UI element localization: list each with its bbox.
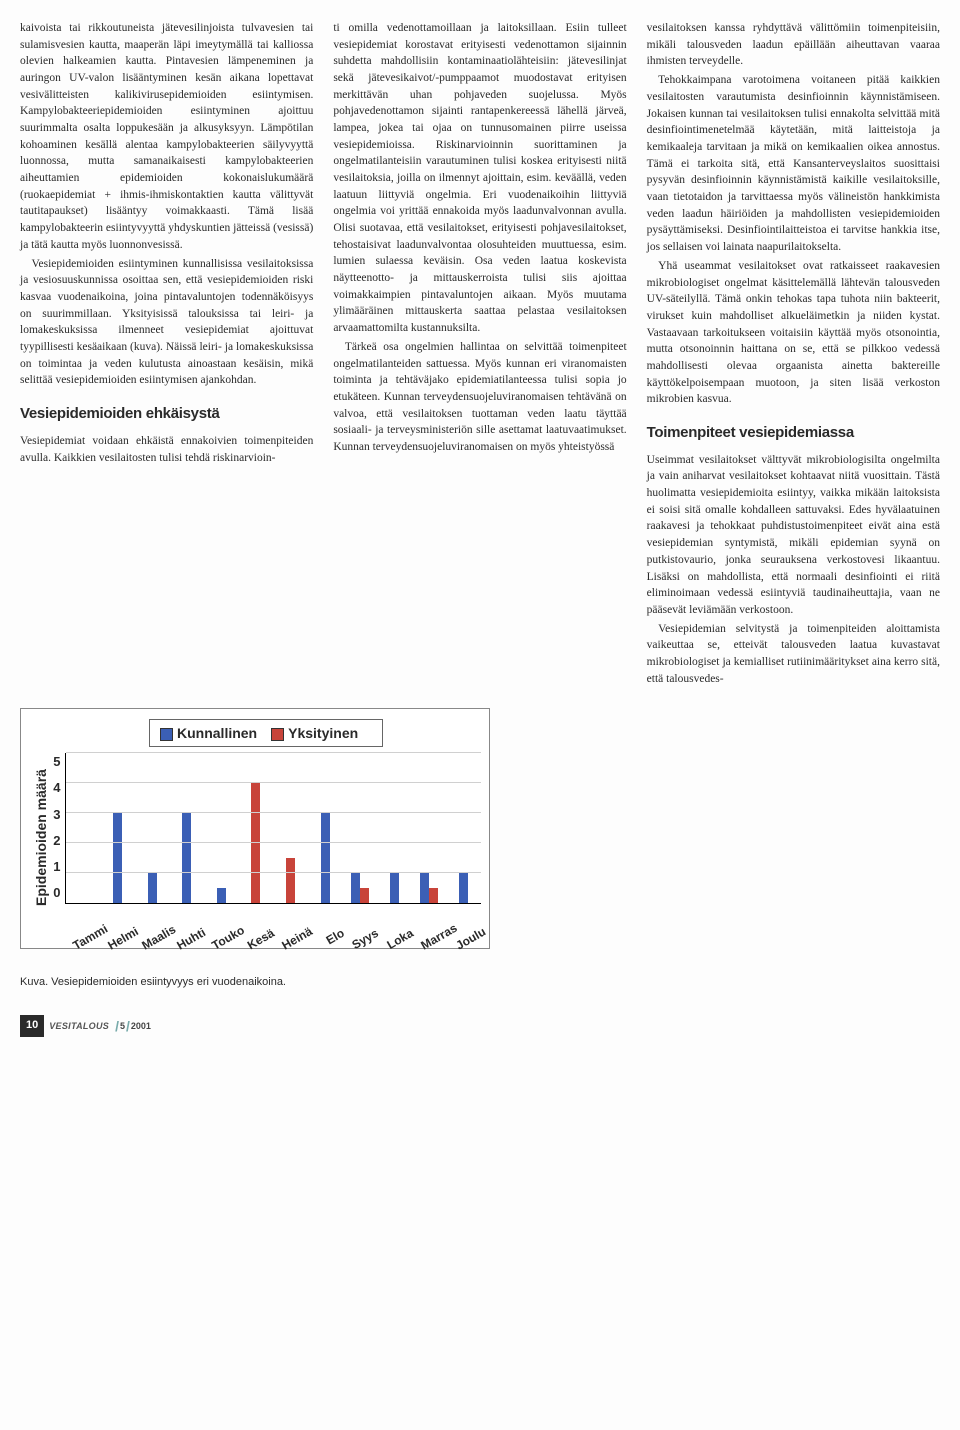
x-tick-label: Loka: [383, 925, 417, 955]
bar-group: [207, 888, 236, 903]
grid-line: [66, 782, 481, 783]
x-tick-label: Heinä: [279, 925, 313, 955]
para: Useimmat vesilaitokset välttyvät mikrobi…: [647, 452, 940, 619]
y-tick: 1: [53, 858, 60, 877]
para: Vesiepidemian selvitystä ja toimenpiteid…: [647, 621, 940, 688]
x-tick-label: Huhti: [174, 925, 208, 955]
grid-line: [66, 872, 481, 873]
column-3: vesilaitoksen kanssa ryhdyttävä välittöm…: [647, 20, 940, 690]
bar-kunnallinen: [182, 813, 191, 903]
x-tick-label: Tammi: [70, 925, 104, 955]
grid-line: [66, 752, 481, 753]
bar-kunnallinen: [459, 873, 468, 903]
text-columns: kaivoista tai rikkoutuneista jätevesilin…: [20, 20, 940, 690]
bar-group: [414, 873, 443, 903]
bar-kunnallinen: [148, 873, 157, 903]
bar-kunnallinen: [217, 888, 226, 903]
column-2: ti omilla vedenottamoillaan ja laitoksil…: [333, 20, 626, 690]
grid-line: [66, 842, 481, 843]
bar-group: [345, 873, 374, 903]
bar-kunnallinen: [321, 813, 330, 903]
bar-kunnallinen: [390, 873, 399, 903]
legend-item: Yksityinen: [271, 725, 358, 741]
para: Tärkeä osa ongelmien hallintaa on selvit…: [333, 339, 626, 456]
para: Vesiepidemioiden esiintyminen kunnallisi…: [20, 256, 313, 389]
bar-kunnallinen: [420, 873, 429, 903]
para: ti omilla vedenottamoillaan ja laitoksil…: [333, 20, 626, 337]
y-tick: 4: [53, 779, 60, 798]
para: Yhä useammat vesilaitokset ovat ratkaiss…: [647, 258, 940, 408]
bar-group: [241, 783, 270, 903]
para: kaivoista tai rikkoutuneista jätevesilin…: [20, 20, 313, 253]
chart-legend: Kunnallinen Yksityinen: [149, 719, 383, 747]
bar-yksityinen: [360, 888, 369, 903]
x-tick-label: Syys: [348, 925, 382, 955]
bar-yksityinen: [429, 888, 438, 903]
x-tick-label: Kesä: [244, 925, 278, 955]
y-tick: 3: [53, 806, 60, 825]
para: Tehokkaimpana varotoimena voitaneen pitä…: [647, 72, 940, 255]
grid-line: [66, 812, 481, 813]
y-tick: 0: [53, 884, 60, 903]
page-footer: 10 VESITALOUS / 5 / 2001: [20, 1015, 940, 1037]
legend-item: Kunnallinen: [160, 725, 257, 741]
bar-group: [172, 813, 201, 903]
issue-year: 2001: [131, 1020, 151, 1033]
bar-group: [138, 873, 167, 903]
legend-swatch: [160, 728, 173, 741]
x-tick-label: Helmi: [105, 925, 139, 955]
x-tick-label: Elo: [313, 925, 347, 955]
bar-group: [380, 873, 409, 903]
bar-kunnallinen: [351, 873, 360, 903]
x-tick-label: Joulu: [453, 925, 487, 955]
column-1: kaivoista tai rikkoutuneista jätevesilin…: [20, 20, 313, 690]
bar-group: [449, 873, 478, 903]
y-axis-label: Epidemioiden määrä: [29, 753, 53, 923]
x-tick-label: Marras: [418, 925, 452, 955]
figure-caption: Kuva. Vesiepidemioiden esiintyvyys eri v…: [20, 975, 490, 991]
chart-box: Kunnallinen Yksityinen Epidemioiden määrä…: [20, 708, 490, 950]
para: vesilaitoksen kanssa ryhdyttävä välittöm…: [647, 20, 940, 70]
y-axis-ticks: 5 4 3 2 1 0: [53, 753, 64, 903]
bar-yksityinen: [251, 783, 260, 903]
chart-figure: Kunnallinen Yksityinen Epidemioiden määrä…: [20, 708, 490, 992]
x-axis-labels: TammiHelmiMaalisHuhtiToukoKesäHeinäEloSy…: [63, 925, 481, 942]
x-tick-label: Maalis: [139, 925, 173, 955]
legend-swatch: [271, 728, 284, 741]
y-tick: 5: [53, 753, 60, 772]
y-tick: 2: [53, 832, 60, 851]
magazine-name: VESITALOUS: [44, 1020, 114, 1033]
plot-area: [65, 753, 481, 904]
bar-group: [276, 858, 305, 903]
bar-yksityinen: [286, 858, 295, 903]
bar-group: [103, 813, 132, 903]
bar-group: [311, 813, 340, 903]
x-tick-label: Touko: [209, 925, 243, 955]
bar-kunnallinen: [113, 813, 122, 903]
para: Vesiepidemiat voidaan ehkäistä ennakoivi…: [20, 433, 313, 466]
page-number: 10: [20, 1015, 44, 1037]
section-heading: Vesiepidemioiden ehkäisystä: [20, 403, 313, 425]
section-heading: Toimenpiteet vesiepidemiassa: [647, 422, 940, 444]
